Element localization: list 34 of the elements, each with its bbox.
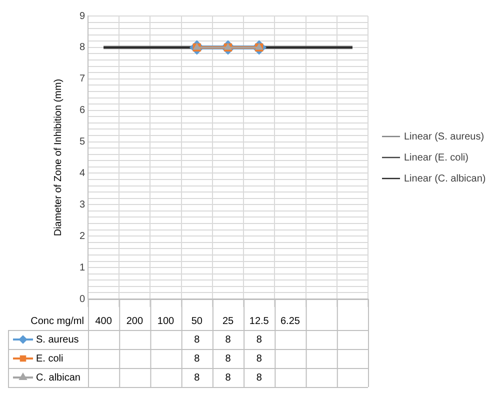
x-tick-label: 50 [191, 316, 203, 327]
data-label: 8 [225, 372, 232, 384]
y-tick-label: 1 [79, 262, 86, 274]
y-tick-label: 5 [79, 136, 86, 148]
x-tick-label: 6.25 [280, 316, 300, 327]
x-tick-label: 400 [95, 316, 112, 327]
legend-label: S. aureus [36, 334, 79, 346]
x-tick-label: 12.5 [249, 316, 270, 327]
legend-label: C. albican [36, 372, 80, 384]
data-label: 8 [194, 334, 200, 346]
data-label: 8 [194, 372, 200, 384]
legend-label: Linear (C. albican) [404, 173, 486, 184]
legend-label: E. coli [36, 353, 64, 364]
legend-label: Linear (S. aureus) [404, 131, 484, 142]
x-tick-label: 100 [157, 316, 175, 327]
data-label: 8 [225, 334, 232, 346]
legend-label: Linear (E. coli) [404, 152, 468, 164]
data-label: 8 [256, 372, 262, 384]
data-label: 8 [256, 353, 262, 364]
data-label: 8 [256, 334, 262, 346]
y-tick-label: 0 [79, 294, 86, 305]
data-label: 8 [225, 353, 232, 364]
data-label: 8 [194, 353, 200, 364]
x-tick-label: 25 [222, 316, 234, 327]
y-tick-label: 8 [79, 42, 86, 54]
y-tick-label: 7 [79, 74, 86, 85]
y-tick-label: 3 [79, 199, 86, 210]
x-tick-label: 200 [126, 316, 144, 327]
y-tick-label: 6 [79, 105, 86, 116]
x-axis-title: Conc mg/ml [30, 316, 84, 327]
y-tick-label: 9 [79, 10, 86, 22]
y-axis-title: Diameter of Zone of Inhibition (mm) [52, 78, 64, 236]
y-tick-label: 4 [79, 168, 86, 179]
y-tick-label: 2 [79, 230, 86, 242]
